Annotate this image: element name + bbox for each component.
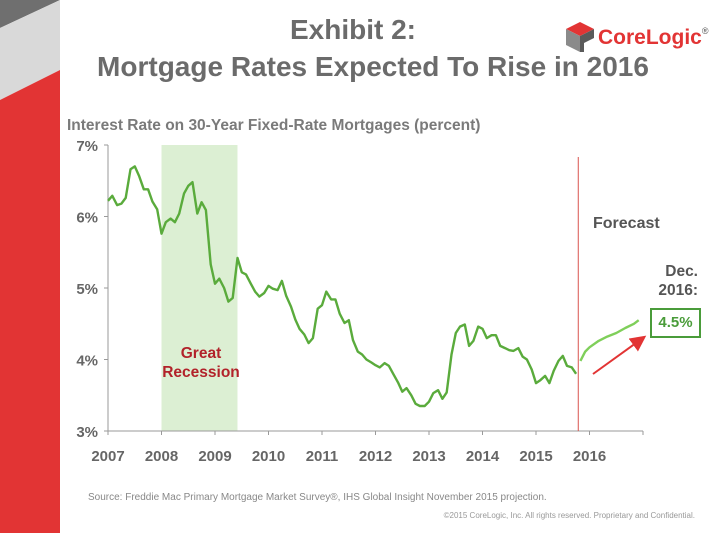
chart-title: Interest Rate on 30-Year Fixed-Rate Mort… xyxy=(67,117,481,134)
x-tick-label: 2011 xyxy=(306,448,339,465)
x-tick-label: 2012 xyxy=(359,448,392,465)
x-tick-label: 2010 xyxy=(252,448,285,465)
y-tick-label: 3% xyxy=(76,424,98,441)
copyright-note: ©2015 CoreLogic, Inc. All rights reserve… xyxy=(443,511,695,520)
recession-label-line2: Recession xyxy=(162,364,240,381)
dec-label-line1: Dec. xyxy=(665,263,698,280)
logo-text: CoreLogic® xyxy=(598,26,708,50)
logo-wordmark: CoreLogic xyxy=(598,26,702,49)
forecast-label: Forecast xyxy=(593,215,660,232)
dec-label-line2: 2016: xyxy=(658,282,698,299)
title-line-2: Mortgage Rates Expected To Rise in 2016 xyxy=(97,51,649,82)
title-line-1: Exhibit 2: xyxy=(289,14,416,45)
series-line-forecast xyxy=(579,319,640,362)
x-tick-label: 2007 xyxy=(91,448,124,465)
forecast-value-badge: 4.5% xyxy=(650,308,701,338)
x-tick-label: 2013 xyxy=(412,448,445,465)
x-tick-label: 2009 xyxy=(198,448,231,465)
series-line-historical xyxy=(107,165,578,408)
recession-label: Great Recession xyxy=(148,344,254,382)
y-tick-label: 6% xyxy=(76,210,98,227)
recession-band xyxy=(161,145,238,431)
y-tick-label: 4% xyxy=(76,353,98,370)
corelogic-logo-icon xyxy=(566,22,594,52)
recession-label-line1: Great xyxy=(180,345,222,362)
forecast-arrow xyxy=(592,335,647,375)
x-tick-label: 2016 xyxy=(573,448,606,465)
x-tick-label: 2008 xyxy=(145,448,178,465)
y-tick-label: 7% xyxy=(76,138,98,155)
logo-trademark: ® xyxy=(701,26,709,36)
y-tick-label: 5% xyxy=(76,281,98,298)
source-note: Source: Freddie Mac Primary Mortgage Mar… xyxy=(88,492,547,503)
corner-decoration xyxy=(0,0,60,533)
x-tick-label: 2014 xyxy=(466,448,500,465)
x-tick-label: 2015 xyxy=(519,448,552,465)
dec-2016-label: Dec. 2016: xyxy=(620,262,698,300)
